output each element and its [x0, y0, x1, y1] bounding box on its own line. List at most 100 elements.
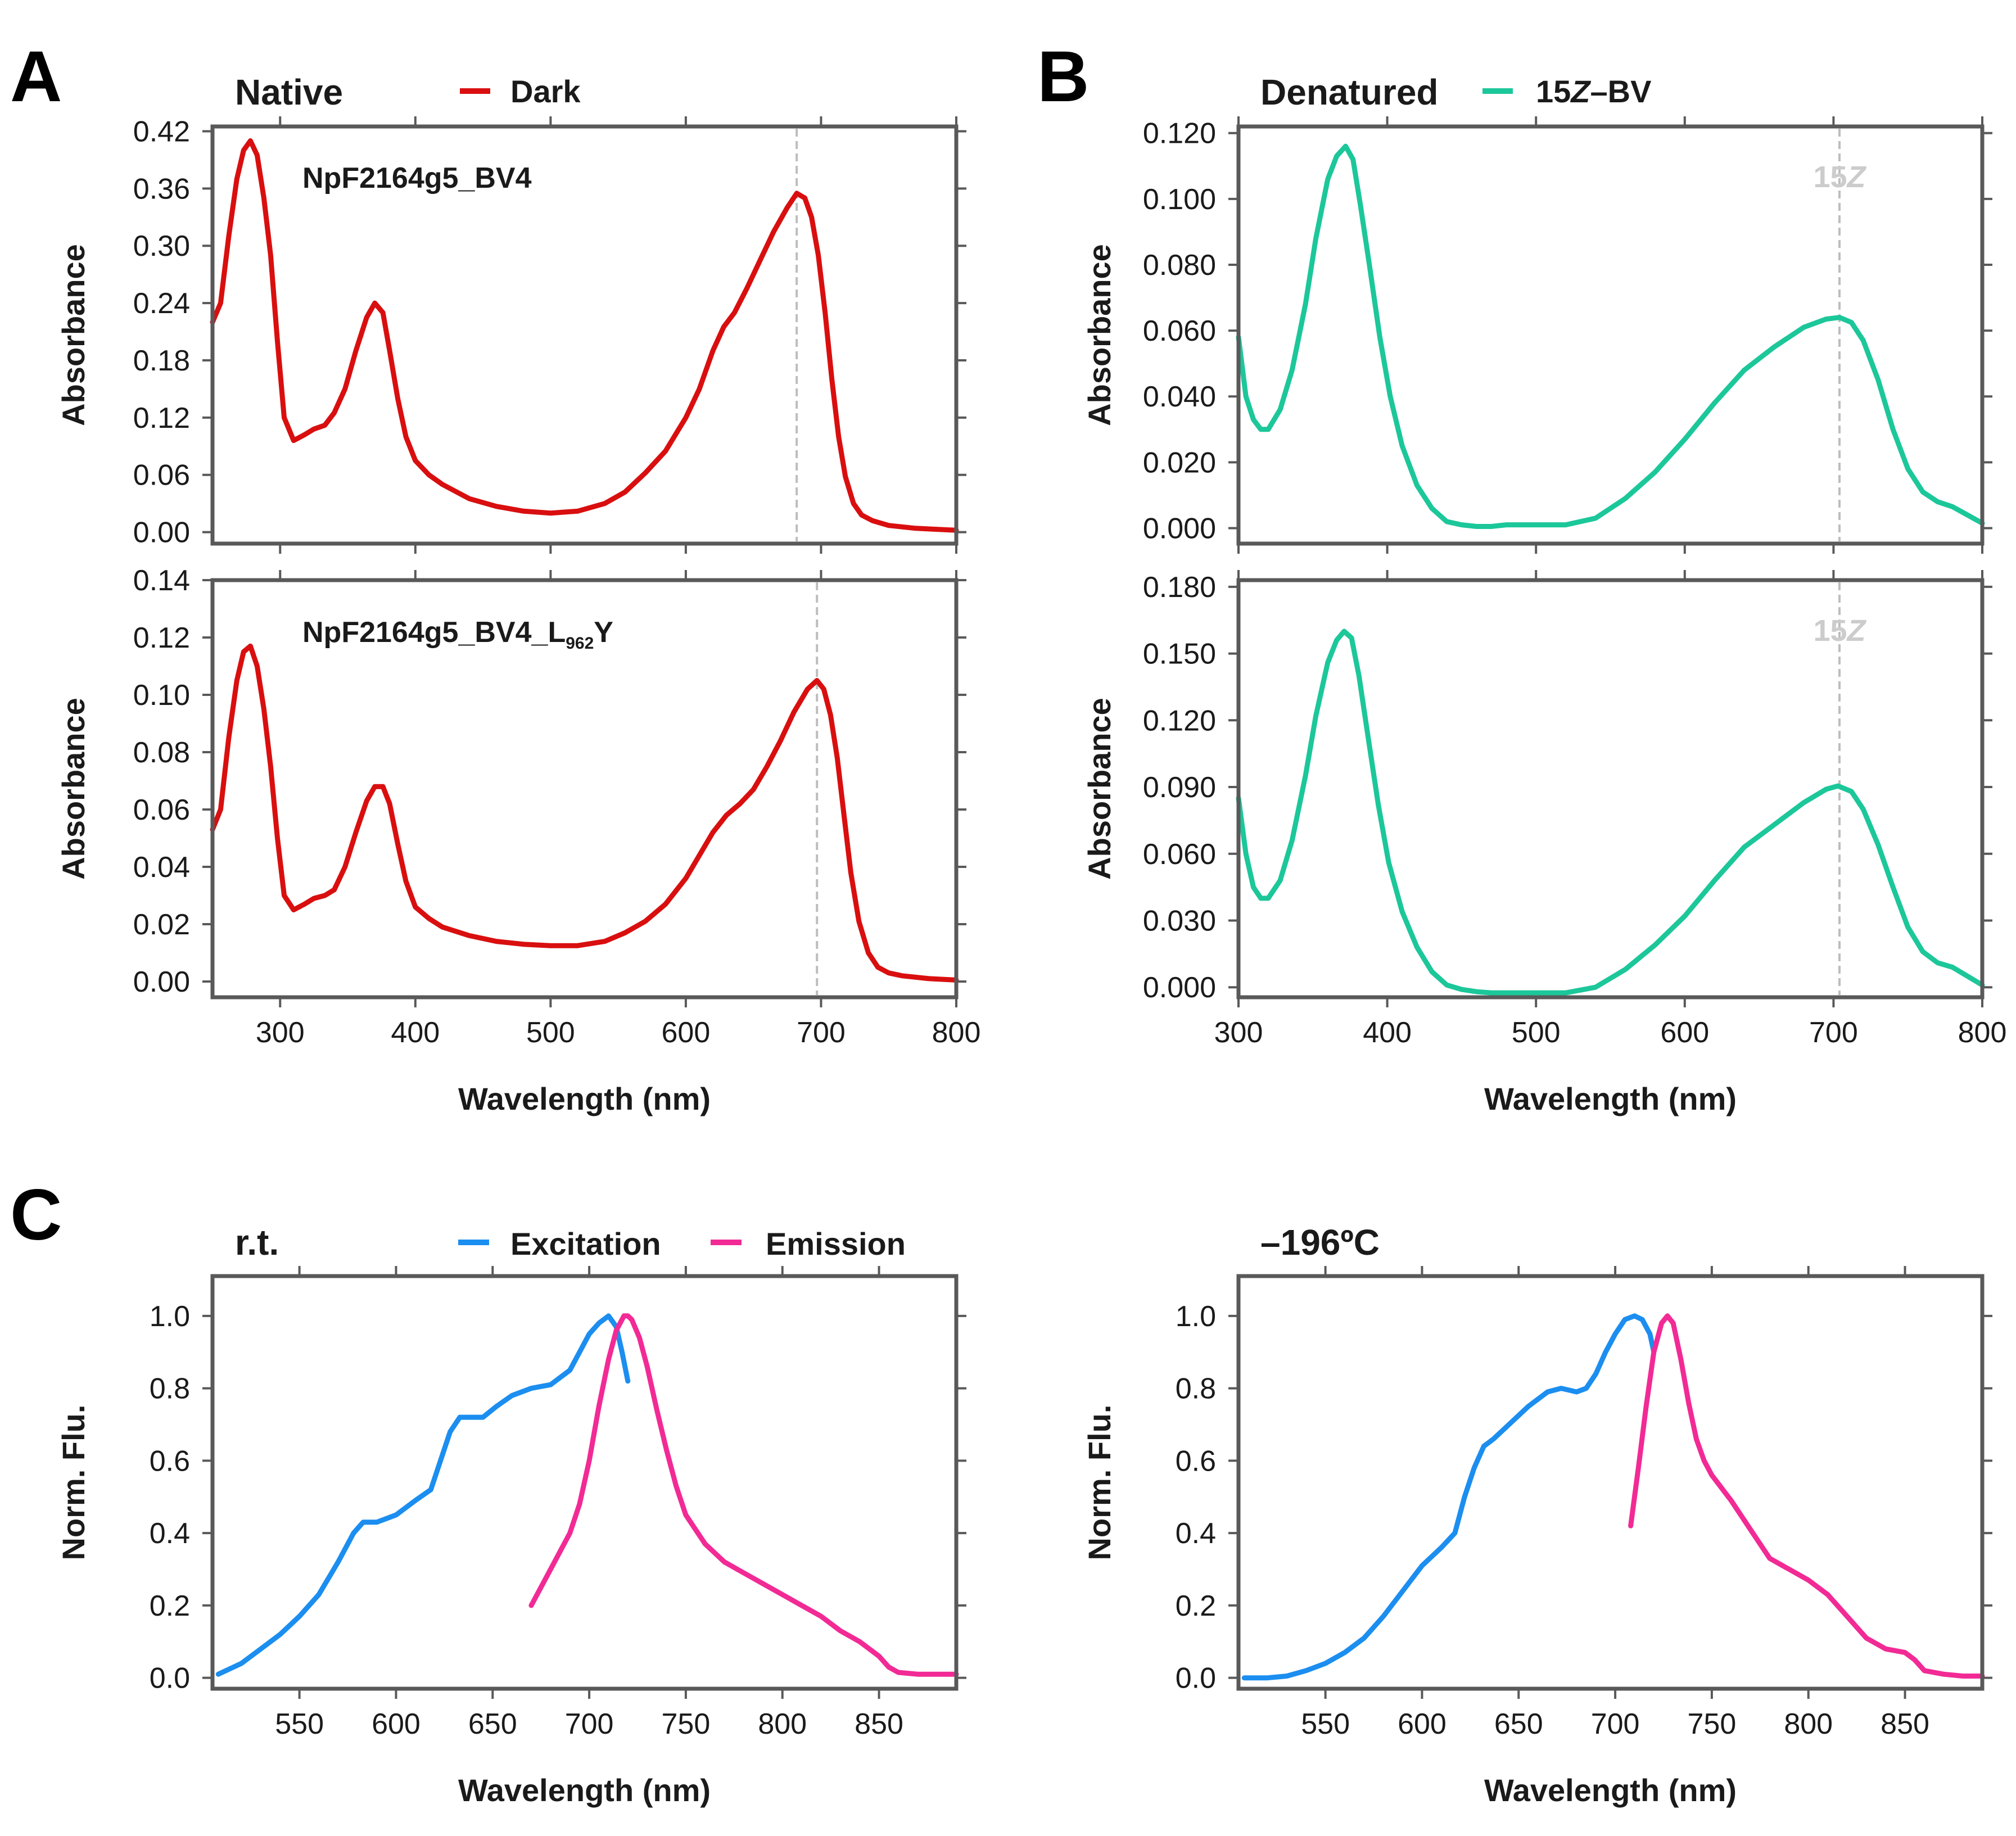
panel-letter-c: C [10, 1175, 62, 1255]
x-tick-label: 850 [1881, 1708, 1929, 1740]
x-tick-label: 300 [1214, 1016, 1263, 1049]
y-tick-label: 0.18 [133, 345, 190, 377]
x-tick-label: 400 [391, 1016, 440, 1049]
y-tick-label: 0.42 [133, 115, 190, 148]
plot-fluorescence-rt: 0.0 0.2 0.4 0.6 0.8 1.0 550 600 650 700 750 800 850 N… [56, 1266, 966, 1808]
x-axis-label: Wavelength (nm) [1484, 1772, 1737, 1808]
y-tick-label: 0.24 [133, 287, 190, 320]
y-axis-label: Norm. Flu. [56, 1405, 91, 1561]
x-tick-label: 700 [1809, 1016, 1858, 1049]
x-tick-label: 600 [1398, 1708, 1447, 1740]
x-tick-label: 750 [662, 1708, 711, 1740]
y-tick-label: 0.00 [133, 966, 190, 998]
y-tick-label: 1.0 [150, 1300, 190, 1333]
panel-letter-a: A [10, 37, 62, 117]
y-tick-label: 0.8 [1176, 1373, 1216, 1405]
sample-label-bv4-l962y: NpF2164g5_BV4_L962Y [302, 616, 613, 653]
plot-frame [210, 124, 959, 546]
plot-denatured-bv4-l962y: 15Z 0.000 0.030 0.060 0.090 0.120 0.150 0.180 30… [1082, 570, 2006, 1116]
plot-frame [1236, 124, 1985, 546]
y-axis-label: Norm. Flu. [1082, 1405, 1117, 1561]
plot-frame [1236, 578, 1985, 1000]
y-tick-label: 0.000 [1143, 971, 1216, 1004]
legend-dark-label: Dark [510, 74, 581, 109]
isomer-label-number: 15 [1813, 160, 1847, 194]
series-excitation [215, 1313, 631, 1677]
x-axis-label: Wavelength (nm) [458, 1772, 711, 1808]
y-tick-label: 0.060 [1143, 315, 1216, 347]
x-tick-label: 700 [797, 1016, 846, 1049]
x-tick-label: 750 [1688, 1708, 1737, 1740]
x-tick-label: 650 [1494, 1708, 1543, 1740]
x-axis-label: Wavelength (nm) [458, 1081, 711, 1116]
isomer-label: 15Z [1813, 160, 1866, 194]
panel-b-title: Denatured [1260, 72, 1439, 112]
isomer-label-letter: Z [1846, 160, 1867, 194]
y-tick-label: 0.080 [1143, 249, 1216, 282]
y-tick-label: 0.6 [1176, 1445, 1216, 1477]
isomer-label: 15Z [1813, 614, 1866, 648]
x-axis-label: Wavelength (nm) [1484, 1081, 1737, 1116]
y-tick-label: 0.04 [133, 851, 190, 884]
y-tick-label: 0.30 [133, 230, 190, 263]
y-tick-label: 0.030 [1143, 905, 1216, 937]
y-axis-label: Absorbance [1082, 244, 1117, 426]
legend-excitation: Excitation [458, 1226, 661, 1261]
y-axis-label: Absorbance [56, 698, 91, 880]
series-15z-bv [1236, 628, 1985, 996]
x-tick-label: 700 [1591, 1708, 1640, 1740]
y-tick-label: 0.040 [1143, 381, 1216, 413]
y-tick-label: 0.4 [150, 1517, 190, 1550]
plot-frame [210, 1274, 959, 1691]
legend-emission: Emission [711, 1226, 906, 1261]
series-15z-bv [1236, 143, 1985, 529]
plot-denatured-bv4: 15Z 0.000 0.020 0.040 0.060 0.080 0.100 0.120 Ab… [1082, 116, 1992, 554]
x-tick-label: 300 [256, 1016, 305, 1049]
legend-excitation-label: Excitation [510, 1226, 661, 1261]
y-tick-label: 0.150 [1143, 638, 1216, 671]
plot-frame [1236, 1274, 1985, 1691]
x-tick-label: 800 [932, 1016, 981, 1049]
x-tick-label: 650 [468, 1708, 517, 1740]
plot-native-bv4-l962y: 0.00 0.02 0.04 0.06 0.08 0.10 0.12 0.14 300 400 50… [56, 564, 980, 1116]
x-tick-label: 700 [565, 1708, 614, 1740]
y-tick-label: 0.8 [150, 1373, 190, 1405]
y-tick-label: 0.0 [150, 1662, 190, 1695]
y-tick-label: 0.12 [133, 622, 190, 654]
x-tick-label: 800 [1958, 1016, 2007, 1049]
legend-15z-bv: 15Z–BV [1482, 74, 1651, 109]
plot-fluorescence-cryo: 0.0 0.2 0.4 0.6 0.8 1.0 550 600 650 700 750 800 850 N… [1082, 1266, 1992, 1808]
y-tick-label: 0.02 [133, 908, 190, 941]
x-tick-label: 600 [1660, 1016, 1709, 1049]
legend-emission-label: Emission [766, 1226, 906, 1261]
y-axis-label: Absorbance [56, 244, 91, 426]
y-tick-label: 0.36 [133, 173, 190, 205]
x-tick-label: 550 [275, 1708, 324, 1740]
y-tick-label: 0.120 [1143, 117, 1216, 150]
x-tick-label: 600 [662, 1016, 711, 1049]
y-tick-label: 0.020 [1143, 446, 1216, 479]
series-dark [210, 138, 959, 533]
y-tick-label: 0.00 [133, 517, 190, 549]
x-tick-label: 800 [758, 1708, 807, 1740]
y-tick-label: 0.06 [133, 459, 190, 492]
y-tick-label: 0.6 [150, 1445, 190, 1477]
panel-letter-b: B [1037, 37, 1089, 117]
x-tick-label: 850 [855, 1708, 903, 1740]
isomer-label-number: 15 [1813, 614, 1847, 648]
y-tick-label: 0.2 [150, 1590, 190, 1622]
y-tick-label: 0.180 [1143, 571, 1216, 604]
panel-c-cryo-title: –196ºC [1260, 1222, 1380, 1263]
series-emission [1628, 1313, 1985, 1679]
sample-label-bv4: NpF2164g5_BV4 [302, 162, 532, 195]
y-tick-label: 0.000 [1143, 512, 1216, 545]
x-tick-label: 400 [1363, 1016, 1412, 1049]
plot-frame [210, 578, 959, 1000]
panel-a-title: Native [235, 72, 343, 112]
y-tick-label: 0.100 [1143, 183, 1216, 216]
y-tick-label: 0.12 [133, 402, 190, 435]
y-tick-label: 0.08 [133, 736, 190, 769]
y-tick-label: 0.090 [1143, 771, 1216, 804]
legend-dark: Dark [460, 74, 581, 109]
